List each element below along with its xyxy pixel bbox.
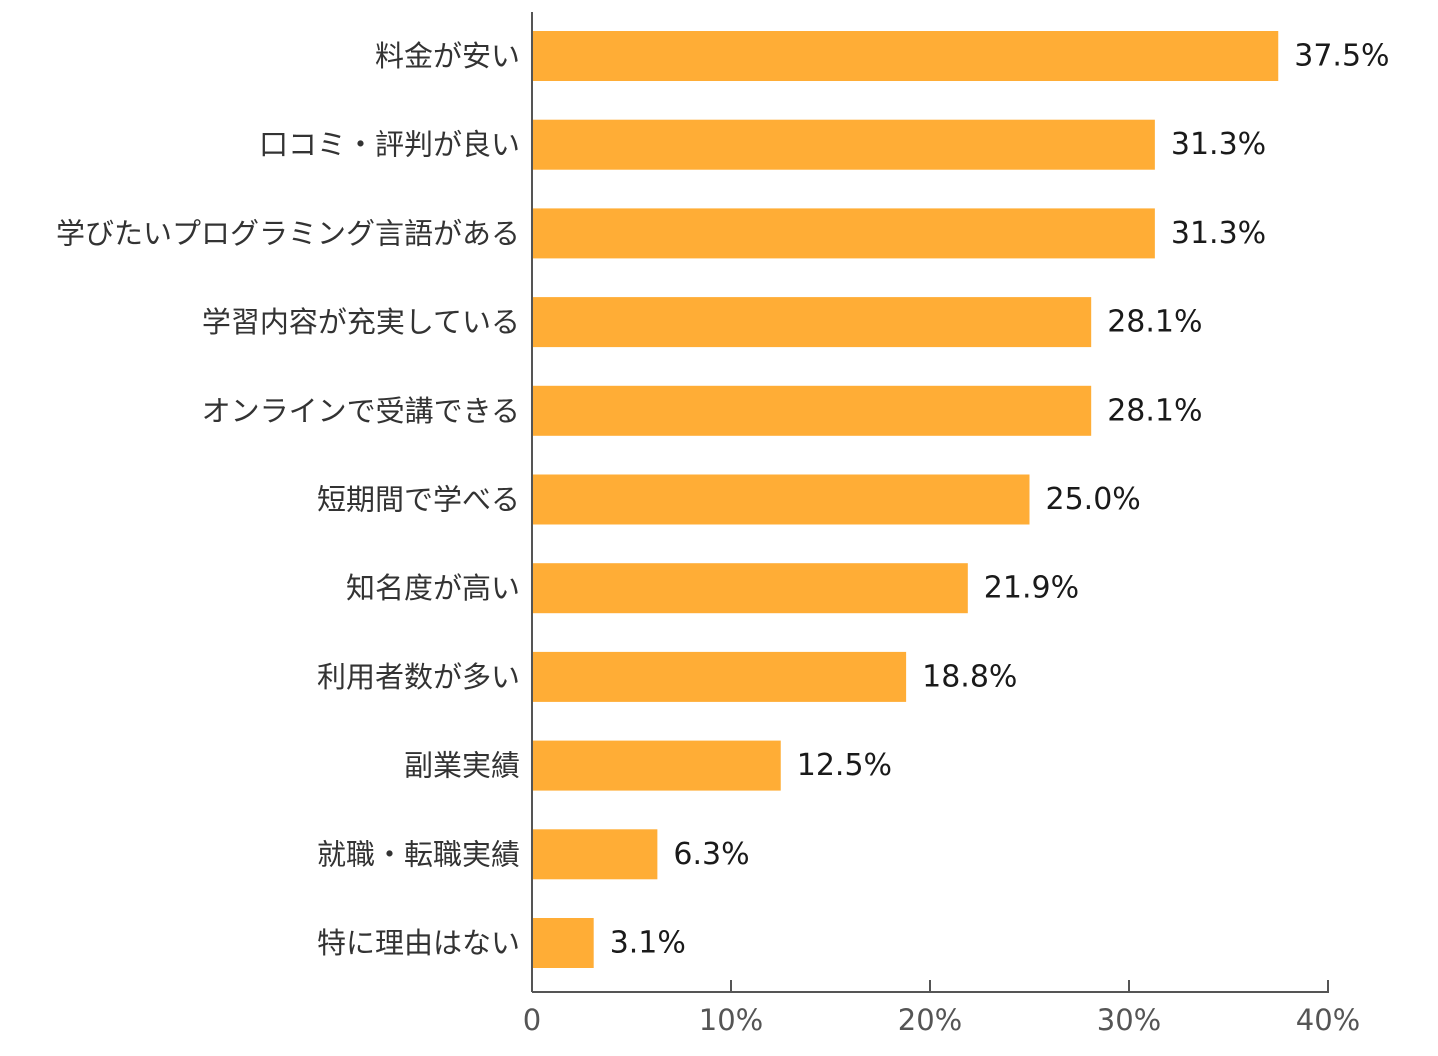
data-label: 18.8%	[922, 659, 1017, 694]
bar	[532, 119, 1155, 170]
bar	[532, 385, 1092, 436]
bar	[532, 474, 1030, 525]
data-label: 25.0%	[1046, 482, 1141, 517]
category-label: 利用者数が多い	[317, 660, 520, 694]
category-label: 副業実績	[404, 749, 520, 783]
data-label: 3.1%	[610, 926, 686, 961]
x-tick-label: 30%	[1097, 1003, 1161, 1037]
x-tick-label: 0	[523, 1003, 541, 1037]
category-label: 就職・転職実績	[317, 837, 520, 871]
bar	[532, 297, 1092, 348]
bar	[532, 829, 658, 880]
bar	[532, 31, 1279, 81]
data-label: 21.9%	[984, 571, 1079, 606]
data-label: 6.3%	[673, 837, 749, 872]
x-tick-label: 20%	[898, 1003, 962, 1037]
bar	[532, 651, 907, 702]
category-label: 短期間で学べる	[317, 483, 520, 517]
bar	[532, 740, 781, 791]
category-label: 知名度が高い	[346, 571, 520, 605]
bar	[532, 563, 968, 614]
data-label: 31.3%	[1171, 127, 1266, 162]
axes-group	[531, 12, 1329, 993]
x-tick-label: 40%	[1296, 1003, 1360, 1037]
labels-group: 料金が安い 37.5% 口コミ・評判が良い 31.3% 学びたいプログラミング言語がある…	[56, 39, 1390, 1038]
data-label: 31.3%	[1171, 216, 1266, 251]
category-label: 料金が安い	[375, 39, 520, 73]
data-label: 28.1%	[1107, 305, 1202, 340]
category-label: 口コミ・評判が良い	[259, 128, 520, 162]
bar	[532, 918, 594, 968]
data-label: 37.5%	[1294, 39, 1389, 74]
bar	[532, 208, 1155, 259]
x-tick-label: 10%	[699, 1003, 763, 1037]
data-label: 28.1%	[1107, 393, 1202, 428]
category-label: オンラインで受講できる	[202, 394, 520, 428]
category-label: 学習内容が充実している	[202, 305, 520, 339]
data-label: 12.5%	[797, 748, 892, 783]
bars-group	[532, 31, 1279, 968]
category-label: 特に理由はない	[317, 926, 520, 960]
category-label: 学びたいプログラミング言語がある	[56, 216, 520, 250]
